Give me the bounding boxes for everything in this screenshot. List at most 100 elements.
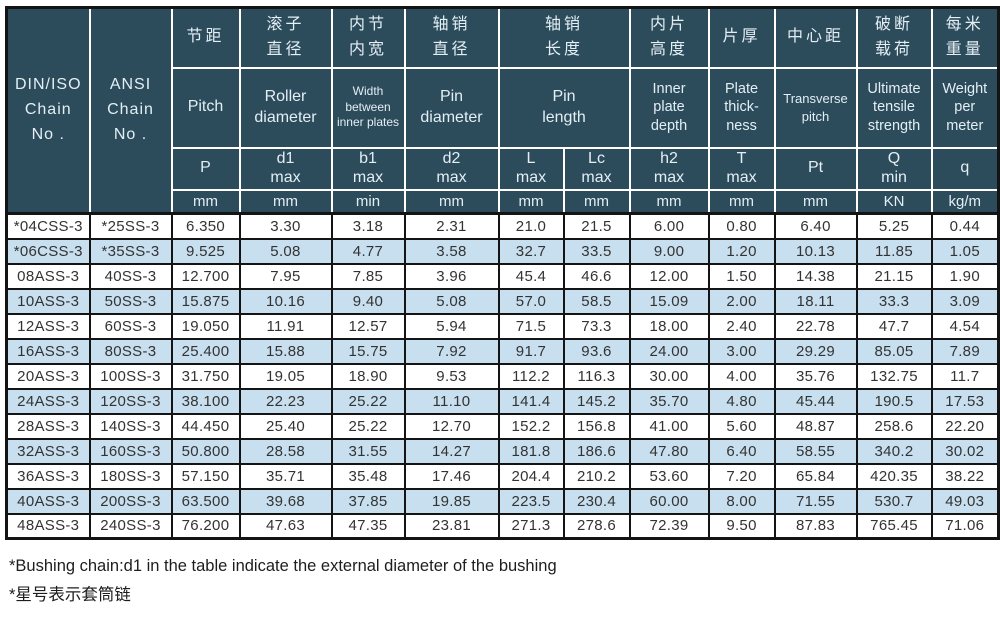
table-cell: 19.85 xyxy=(403,487,500,515)
table-cell: *06CSS-3 xyxy=(5,237,91,265)
table-cell: 47.35 xyxy=(330,512,406,540)
table-cell: 76.200 xyxy=(170,512,241,540)
table-cell: 22.20 xyxy=(930,412,1000,440)
table-cell: 5.08 xyxy=(238,237,333,265)
table-cell: 0.44 xyxy=(930,212,1000,240)
table-body: *04CSS-3 *25SS-3 6.350 3.30 3.18 2.31 21.0 21.5… xyxy=(5,212,1000,540)
table-cell: 48.87 xyxy=(773,412,858,440)
table-cell: 23.81 xyxy=(403,512,500,540)
table-cell: 21.15 xyxy=(855,262,933,290)
unit-q-min: KN xyxy=(855,188,933,215)
header-transverse-pitch-zh: 中心距 xyxy=(773,6,858,69)
table-cell: 145.2 xyxy=(562,387,631,415)
table-cell: 204.4 xyxy=(497,462,565,490)
table-cell: *04CSS-3 xyxy=(5,212,91,240)
table-cell: 7.92 xyxy=(403,337,500,365)
header-plate-thickness-en: Plate thick- ness xyxy=(707,66,776,149)
table-cell: 71.55 xyxy=(773,487,858,515)
table-cell: 180SS-3 xyxy=(88,462,173,490)
table-cell: 25.40 xyxy=(238,412,333,440)
table-cell: 11.91 xyxy=(238,312,333,340)
table-cell: 72.39 xyxy=(628,512,710,540)
table-cell: 24ASS-3 xyxy=(5,387,91,415)
table-cell: 71.5 xyxy=(497,312,565,340)
table-cell: 12ASS-3 xyxy=(5,312,91,340)
header-sym-p: P xyxy=(170,146,241,191)
table-row: 08ASS-3 40SS-3 12.700 7.95 7.85 3.96 45.4 46.6 1… xyxy=(5,262,1000,290)
table-cell: 31.750 xyxy=(170,362,241,390)
table-cell: 47.63 xyxy=(238,512,333,540)
header-weight-en: Weight per meter xyxy=(930,66,1000,149)
header-pin-diameter-en: Pin diameter xyxy=(403,66,500,149)
table-row: 40ASS-3 200SS-3 63.500 39.68 37.85 19.85 223.5… xyxy=(5,487,1000,515)
table-cell: 10.13 xyxy=(773,237,858,265)
table-cell: 36ASS-3 xyxy=(5,462,91,490)
table-cell: 186.6 xyxy=(562,437,631,465)
table-cell: 93.6 xyxy=(562,337,631,365)
table-cell: 2.40 xyxy=(707,312,776,340)
table-cell: 156.8 xyxy=(562,412,631,440)
table-cell: 18.00 xyxy=(628,312,710,340)
table-cell: 28ASS-3 xyxy=(5,412,91,440)
table-cell: 8.00 xyxy=(707,487,776,515)
header-transverse-pitch-en: Transverse pitch xyxy=(773,66,858,149)
table-cell: 7.95 xyxy=(238,262,333,290)
table-cell: 11.85 xyxy=(855,237,933,265)
table-cell: 31.55 xyxy=(330,437,406,465)
table-cell: 24.00 xyxy=(628,337,710,365)
table-cell: 15.875 xyxy=(170,287,241,315)
table-cell: 19.050 xyxy=(170,312,241,340)
table-cell: 1.50 xyxy=(707,262,776,290)
table-cell: 3.09 xyxy=(930,287,1000,315)
table-cell: 132.75 xyxy=(855,362,933,390)
table-cell: 4.80 xyxy=(707,387,776,415)
table-cell: 7.20 xyxy=(707,462,776,490)
table-cell: 44.450 xyxy=(170,412,241,440)
table-cell: 5.08 xyxy=(403,287,500,315)
footnote-asterisk-zh: *星号表示套筒链 xyxy=(9,585,131,604)
table-cell: 38.100 xyxy=(170,387,241,415)
unit-q: kg/m xyxy=(930,188,1000,215)
table-cell: 33.3 xyxy=(855,287,933,315)
table-cell: 9.525 xyxy=(170,237,241,265)
table-cell: 30.00 xyxy=(628,362,710,390)
table-row: *06CSS-3 *35SS-3 9.525 5.08 4.77 3.58 32.7 33.5… xyxy=(5,237,1000,265)
table-cell: 33.5 xyxy=(562,237,631,265)
table-cell: 35.48 xyxy=(330,462,406,490)
table-cell: 38.22 xyxy=(930,462,1000,490)
header-pin-length-zh: 轴销 长度 xyxy=(497,6,631,69)
chain-spec-table: DIN/ISO Chain No . ANSI Chain No . 节距 滚子… xyxy=(5,6,1000,540)
table-cell: 14.38 xyxy=(773,262,858,290)
table-cell: 10ASS-3 xyxy=(5,287,91,315)
table-cell: 7.89 xyxy=(930,337,1000,365)
table-cell: 15.75 xyxy=(330,337,406,365)
table-cell: 12.57 xyxy=(330,312,406,340)
table-cell: 50SS-3 xyxy=(88,287,173,315)
header-inner-plate-depth-zh: 内片 高度 xyxy=(628,6,710,69)
table-row: 20ASS-3 100SS-3 31.750 19.05 18.90 9.53 112.2 1… xyxy=(5,362,1000,390)
table-cell: 190.5 xyxy=(855,387,933,415)
table-cell: 47.7 xyxy=(855,312,933,340)
header-sym-t: T max xyxy=(707,146,776,191)
table-cell: 9.40 xyxy=(330,287,406,315)
table-row: 16ASS-3 80SS-3 25.400 15.88 15.75 7.92 91.7 93.… xyxy=(5,337,1000,365)
table-cell: 73.3 xyxy=(562,312,631,340)
table-cell: 12.70 xyxy=(403,412,500,440)
table-cell: 32ASS-3 xyxy=(5,437,91,465)
table-row: 28ASS-3 140SS-3 44.450 25.40 25.22 12.70 152.2… xyxy=(5,412,1000,440)
table-cell: 5.25 xyxy=(855,212,933,240)
table-cell: 116.3 xyxy=(562,362,631,390)
table-header: DIN/ISO Chain No . ANSI Chain No . 节距 滚子… xyxy=(5,6,1000,215)
table-cell: 7.85 xyxy=(330,262,406,290)
header-row-zh: DIN/ISO Chain No . ANSI Chain No . 节距 滚子… xyxy=(5,6,1000,215)
header-sym-l: L max xyxy=(497,146,565,191)
table-cell: 200SS-3 xyxy=(88,487,173,515)
table-cell: 2.00 xyxy=(707,287,776,315)
table-cell: 35.70 xyxy=(628,387,710,415)
table-cell: 48ASS-3 xyxy=(5,512,91,540)
header-sym-b1: b1 max xyxy=(330,146,406,191)
footnotes: *Bushing chain:d1 in the table indicate … xyxy=(9,552,997,610)
table-cell: 5.94 xyxy=(403,312,500,340)
table-cell: 41.00 xyxy=(628,412,710,440)
table-cell: 3.96 xyxy=(403,262,500,290)
